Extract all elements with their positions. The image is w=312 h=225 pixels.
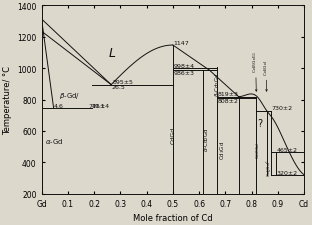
Text: 808±2: 808±2	[217, 99, 238, 104]
Y-axis label: Temperature/ °C: Temperature/ °C	[3, 66, 12, 135]
Text: 730±2: 730±2	[272, 106, 293, 111]
Text: $\beta$-Cd$_2$Gd: $\beta$-Cd$_2$Gd	[213, 72, 222, 97]
Text: 465±2: 465±2	[276, 147, 297, 152]
Text: 986±3: 986±3	[173, 71, 194, 76]
Text: ?: ?	[257, 119, 263, 128]
X-axis label: Mole fraction of Cd: Mole fraction of Cd	[133, 213, 213, 222]
Text: Cd$_6$Gd: Cd$_6$Gd	[262, 60, 270, 92]
Text: 895±5: 895±5	[113, 80, 134, 85]
Text: $\alpha$-Cd$_2$Gd: $\alpha$-Cd$_2$Gd	[202, 127, 211, 152]
Text: 320±2: 320±2	[276, 170, 297, 175]
Text: 819±3: 819±3	[217, 92, 238, 97]
Text: L: L	[109, 47, 116, 60]
Text: Cd$_3$Gd: Cd$_3$Gd	[218, 141, 227, 160]
Text: 1147: 1147	[173, 40, 189, 45]
Text: 26.5: 26.5	[111, 85, 125, 90]
Text: Cd$_{45}$Gd$_{11}$: Cd$_{45}$Gd$_{11}$	[252, 51, 259, 92]
Text: $\alpha$-Gd: $\alpha$-Gd	[45, 136, 63, 145]
Text: Cd$_{45}$Gd: Cd$_{45}$Gd	[254, 142, 262, 158]
Text: 998±4: 998±4	[173, 64, 194, 69]
Text: 19.1: 19.1	[92, 103, 105, 108]
Text: CdGd: CdGd	[170, 126, 175, 143]
Text: 745±4: 745±4	[89, 103, 110, 108]
Text: $\beta$-Gd/: $\beta$-Gd/	[59, 90, 80, 100]
Text: Cd$_6$Gd$^*$: Cd$_6$Gd$^*$	[264, 158, 274, 176]
Text: 4.6: 4.6	[54, 103, 64, 108]
